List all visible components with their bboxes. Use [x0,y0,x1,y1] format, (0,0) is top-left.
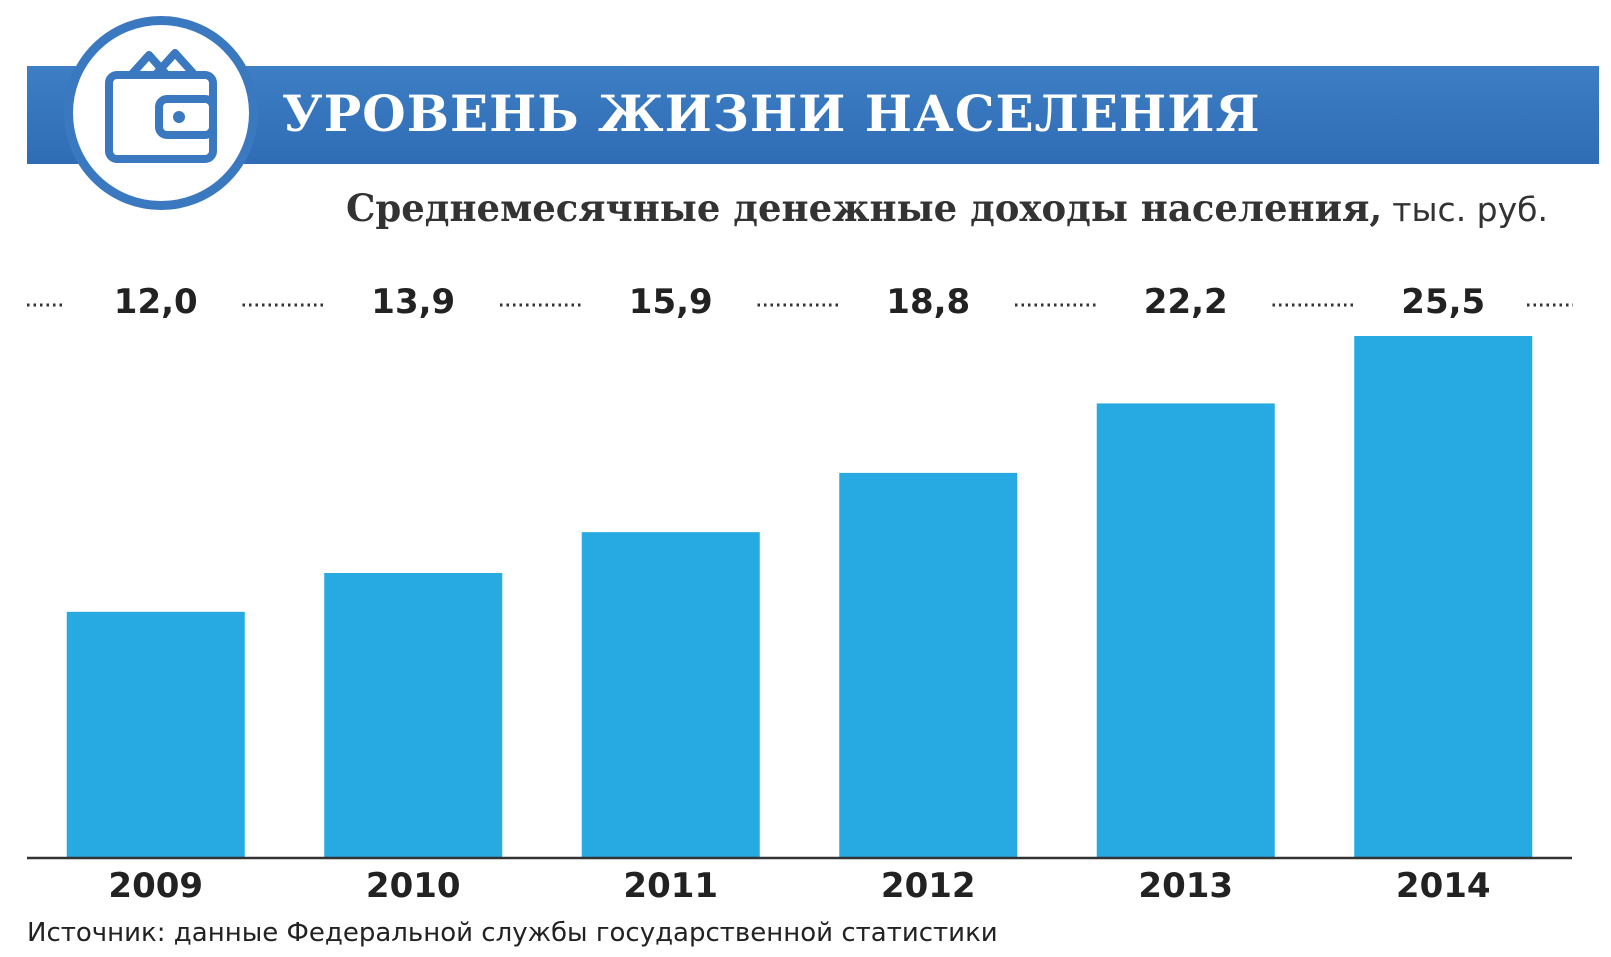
value-label-2012: 18,8 [886,282,970,322]
value-label-2009: 12,0 [114,282,198,322]
x-tick-label-2014: 2014 [1396,866,1491,906]
page-title: УРОВЕНЬ ЖИЗНИ НАСЕЛЕНИЯ [282,84,1261,143]
bar-2012 [839,472,1018,857]
value-label-2014: 25,5 [1401,282,1485,322]
bar-2011 [581,532,760,857]
x-tick-label-2011: 2011 [623,866,718,906]
value-label-2010: 13,9 [371,282,455,322]
x-tick-label-2010: 2010 [366,866,461,906]
x-tick-label-2013: 2013 [1138,866,1233,906]
header-banner [27,66,1599,164]
x-tick-label-2012: 2012 [881,866,976,906]
wallet-icon [64,16,258,210]
source-note: Источник: данные Федеральной службы госу… [27,918,998,948]
subtitle-main: Среднемесячные денежные доходы населения… [345,186,1383,230]
value-label-2013: 22,2 [1144,282,1228,322]
chart-subtitle: Среднемесячные денежные доходы населения… [346,182,1548,234]
bar-2013 [1096,403,1275,857]
bar-2014 [1354,336,1533,857]
value-label-2011: 15,9 [629,282,713,322]
x-tick-label-2009: 2009 [108,866,203,906]
bar-2009 [66,611,245,857]
bar-2010 [324,573,503,857]
subtitle-unit: тыс. руб. [1392,190,1548,229]
